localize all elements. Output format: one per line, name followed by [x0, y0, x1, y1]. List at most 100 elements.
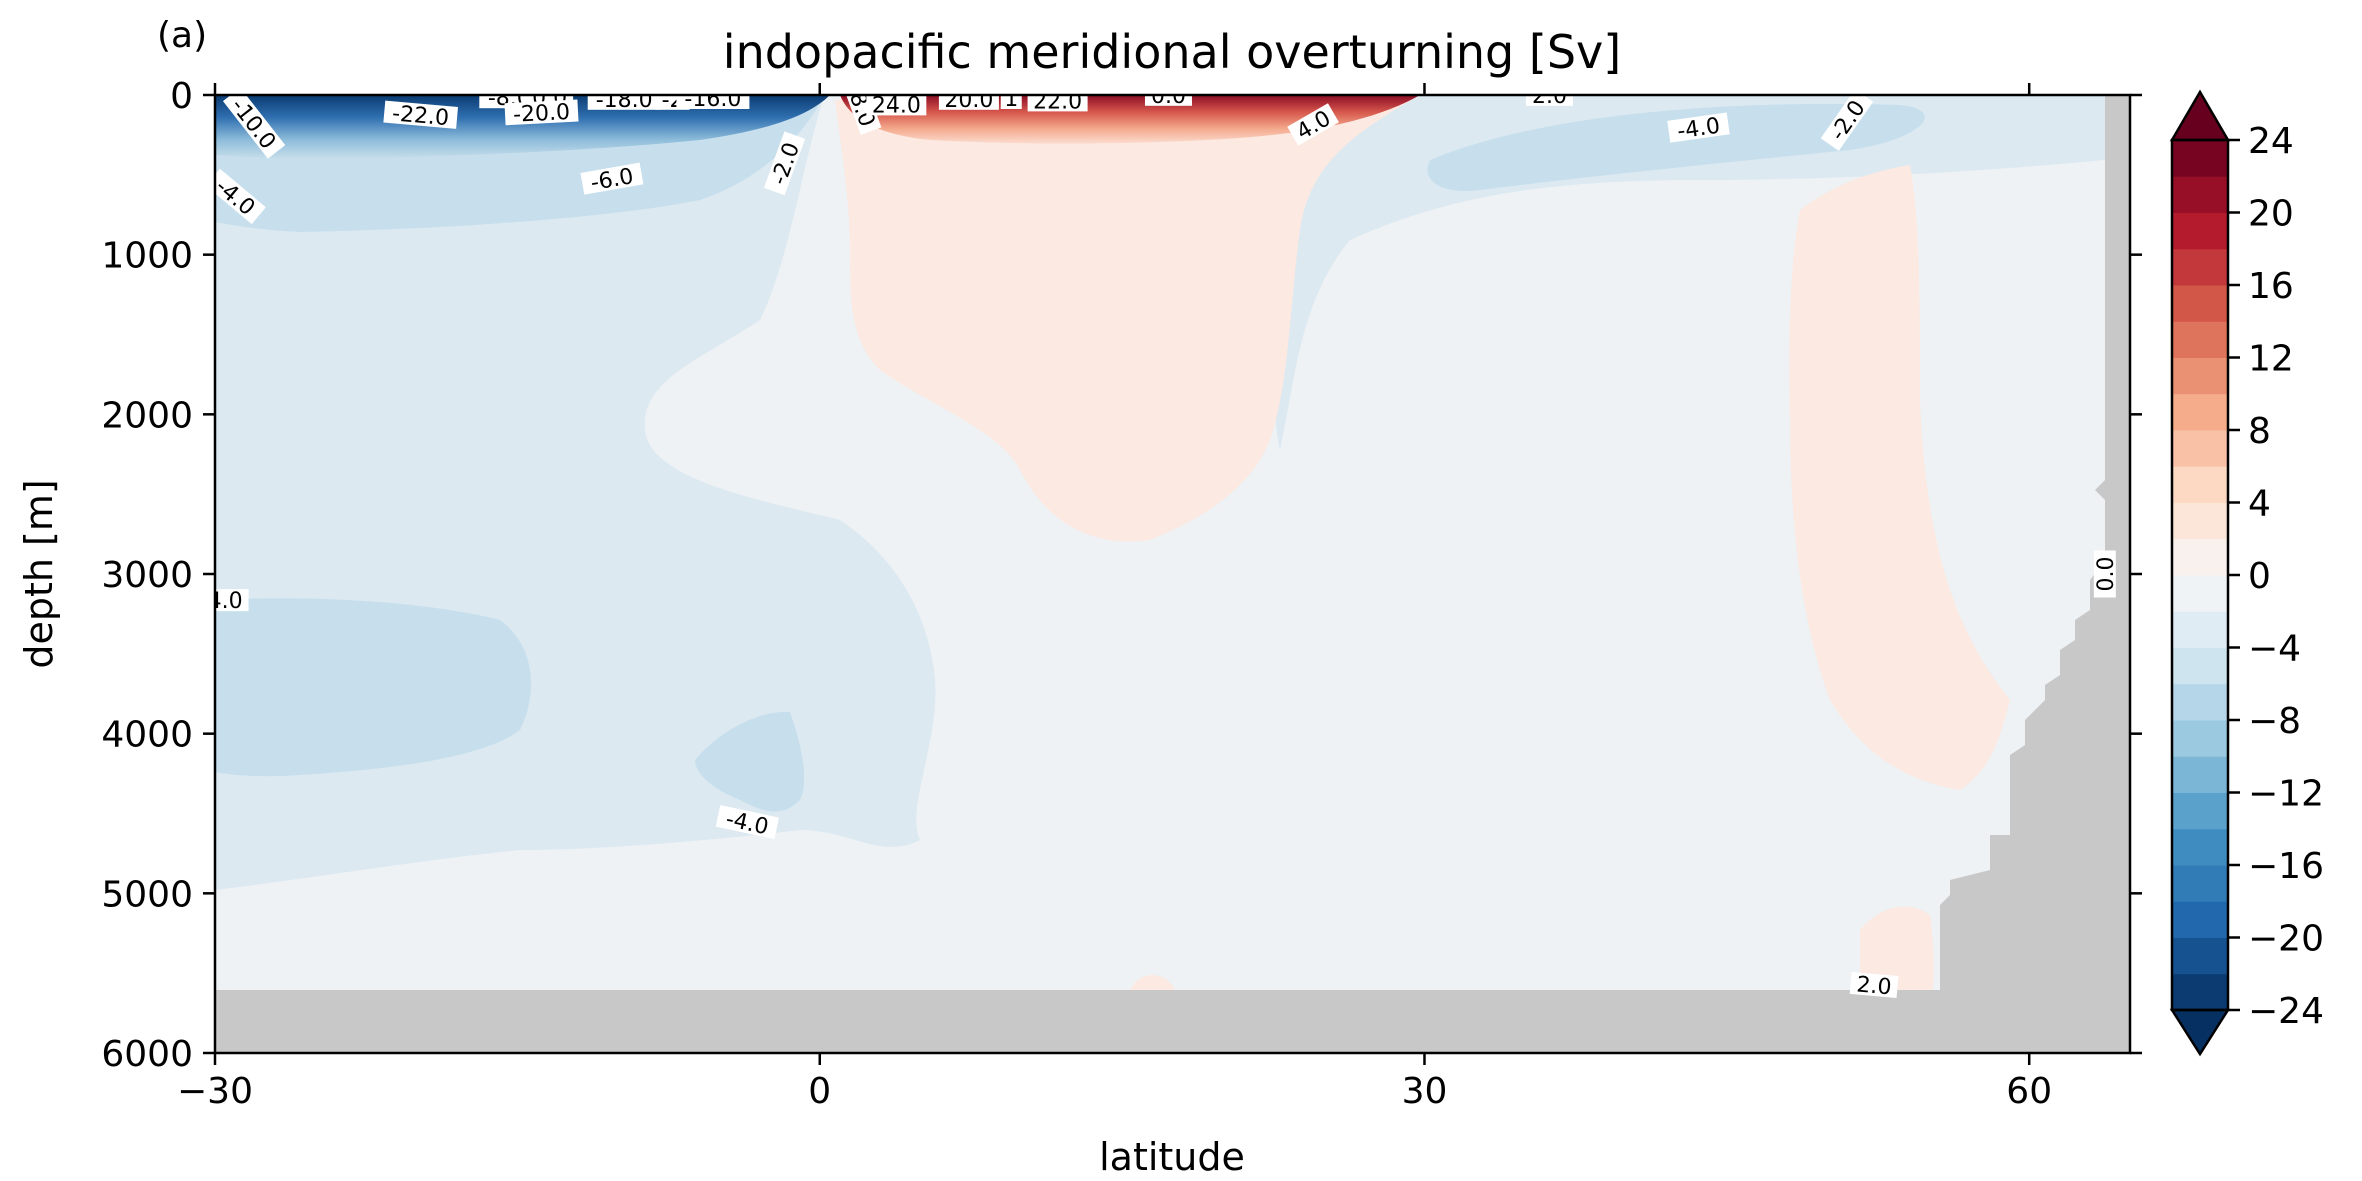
colorbar-segment — [2172, 285, 2228, 322]
colorbar-tick-label: 4 — [2248, 484, 2271, 525]
contour-label-text: 2.0 — [1855, 972, 1892, 1000]
colorbar-segment — [2172, 575, 2228, 612]
contour-label-bg — [938, 95, 999, 110]
contour-label-bg — [1144, 95, 1192, 106]
contour-label-text: 1 — [1004, 87, 1018, 112]
y-tick-label: 3000 — [101, 555, 193, 596]
contour-label-text: 4.0 — [208, 589, 243, 614]
contour-label: 0.0 — [2093, 550, 2119, 598]
colorbar-segment — [2172, 901, 2228, 938]
y-tick-label: 1000 — [101, 236, 193, 277]
contour-label-bg — [1849, 971, 1899, 998]
y-tick-label: 4000 — [101, 715, 193, 756]
contour-label-bg — [763, 131, 806, 196]
contour-label-bg — [2093, 550, 2116, 598]
x-tick-label: −30 — [177, 1071, 253, 1112]
contour-label-text: 0.0 — [1151, 84, 1186, 109]
contour-region-strong-negative-cell — [215, 95, 830, 159]
contour-label-bg — [383, 100, 459, 129]
contour-label: -22.0 — [383, 100, 459, 131]
colorbar-tick-label: 20 — [2248, 194, 2294, 235]
y-tick-label: 2000 — [101, 395, 193, 436]
contour-label-bg — [715, 805, 780, 840]
x-tick-label: 30 — [1402, 1071, 1448, 1112]
contour-label-text: 22.0 — [1033, 89, 1082, 114]
colorbar-tick-label: 12 — [2248, 339, 2294, 380]
y-axis-label: depth [m] — [17, 479, 61, 668]
colorbar-segment — [2172, 140, 2228, 177]
colorbar-segment — [2172, 756, 2228, 793]
contour-label-text: 0.0 — [2094, 557, 2119, 592]
colorbar-segment — [2172, 973, 2228, 1011]
colorbar-tick-label: 0 — [2248, 556, 2271, 597]
colorbar-segment — [2172, 865, 2228, 902]
chart-title: indopacific meridional overturning [Sv] — [723, 25, 1621, 79]
colorbar-tick-label: −12 — [2248, 774, 2324, 815]
colorbar-segment — [2172, 828, 2228, 866]
contour-label-bg — [215, 589, 249, 612]
contour-label: 20.0 — [938, 95, 999, 113]
contour-label: 24.0 — [866, 93, 927, 118]
contour-label-bg — [866, 95, 927, 116]
colorbar-tick-label: 24 — [2248, 121, 2294, 162]
contour-label-bg — [215, 168, 266, 225]
contour-label-text: -4.0 — [1676, 114, 1722, 145]
contour-label-text: -16.0 — [684, 87, 741, 112]
contour-label: -20.0 — [504, 99, 579, 128]
colorbar-tick-label: −20 — [2248, 919, 2324, 960]
y-tick-label: 5000 — [101, 874, 193, 915]
contour-label: 0.0 — [1144, 84, 1192, 109]
colorbar-tick-label: −8 — [2248, 701, 2301, 742]
contour-label: -6.0 — [580, 162, 644, 196]
y-tick-label: 6000 — [101, 1034, 193, 1075]
colorbar-extend-min — [2169, 1008, 2231, 1057]
colorbar-extend-max — [2169, 89, 2231, 142]
colorbar-segment — [2172, 176, 2228, 213]
contour-label-text: 24.0 — [872, 93, 921, 118]
colorbar-segment — [2172, 212, 2228, 250]
colorbar-segment — [2172, 357, 2228, 395]
colorbar-segment — [2172, 647, 2228, 685]
contour-label-bg — [1667, 112, 1730, 143]
contour-label-bg — [580, 162, 644, 195]
contour-label-text: -20.0 — [513, 100, 571, 128]
y-axis-ticks: 0 1000 2000 3000 4000 5000 6000 — [101, 76, 2142, 1075]
contour-region-neg4-north — [1427, 103, 1925, 191]
contour-labels: -10.0-4.0-22.0-8.0 0.0-20.0 -18.0 -2 -16.0-6… — [208, 84, 2119, 1000]
colorbar-segment — [2172, 248, 2228, 286]
colorbar-tick-label: 16 — [2248, 266, 2294, 307]
x-tick-label: 0 — [808, 1071, 831, 1112]
colorbar-tick-label: −4 — [2248, 629, 2301, 670]
contour-label: -18.0 — [587, 95, 661, 113]
contour-label-text: -22.0 — [391, 101, 450, 131]
colorbar-segment — [2172, 466, 2228, 503]
contour-plot-area — [215, 95, 2130, 1053]
colorbar-tick-label: 8 — [2248, 411, 2271, 452]
colorbar-tick-label: −16 — [2248, 846, 2324, 887]
colorbar-segment — [2172, 792, 2228, 830]
contour-region-pos2-north-tropics — [835, 95, 1420, 542]
colorbar-segment — [2172, 502, 2228, 540]
contour-label-bg — [1027, 95, 1088, 112]
contour-label-bg — [1000, 95, 1022, 109]
contour-label: -16.0 — [676, 87, 750, 112]
contour-label: 22.0 — [1027, 89, 1088, 114]
colorbar-segment — [2172, 430, 2228, 467]
contour-label: 2.0 — [1525, 84, 1573, 109]
colorbar: −24 −20 −16 −12 −8 −4 0 4 8 12 16 20 24 — [2169, 89, 2324, 1057]
contour-label: -4.0 — [1667, 112, 1730, 145]
contour-label-bg — [504, 99, 579, 126]
x-axis-label: latitude — [1099, 1135, 1245, 1179]
panel-label: (a) — [157, 15, 207, 56]
x-axis-ticks: −30 0 30 60 — [177, 83, 2052, 1112]
colorbar-segment — [2172, 611, 2228, 648]
colorbar-segment — [2172, 683, 2228, 721]
contour-label: -2.0 — [1820, 95, 1874, 151]
y-tick-label: 0 — [170, 76, 193, 117]
colorbar-segment — [2172, 321, 2228, 358]
contour-label-bg — [676, 95, 750, 109]
contour-label-text: 2.0 — [1532, 84, 1567, 109]
contour-label-bg — [1820, 95, 1874, 151]
x-tick-label: 60 — [2006, 1071, 2052, 1112]
